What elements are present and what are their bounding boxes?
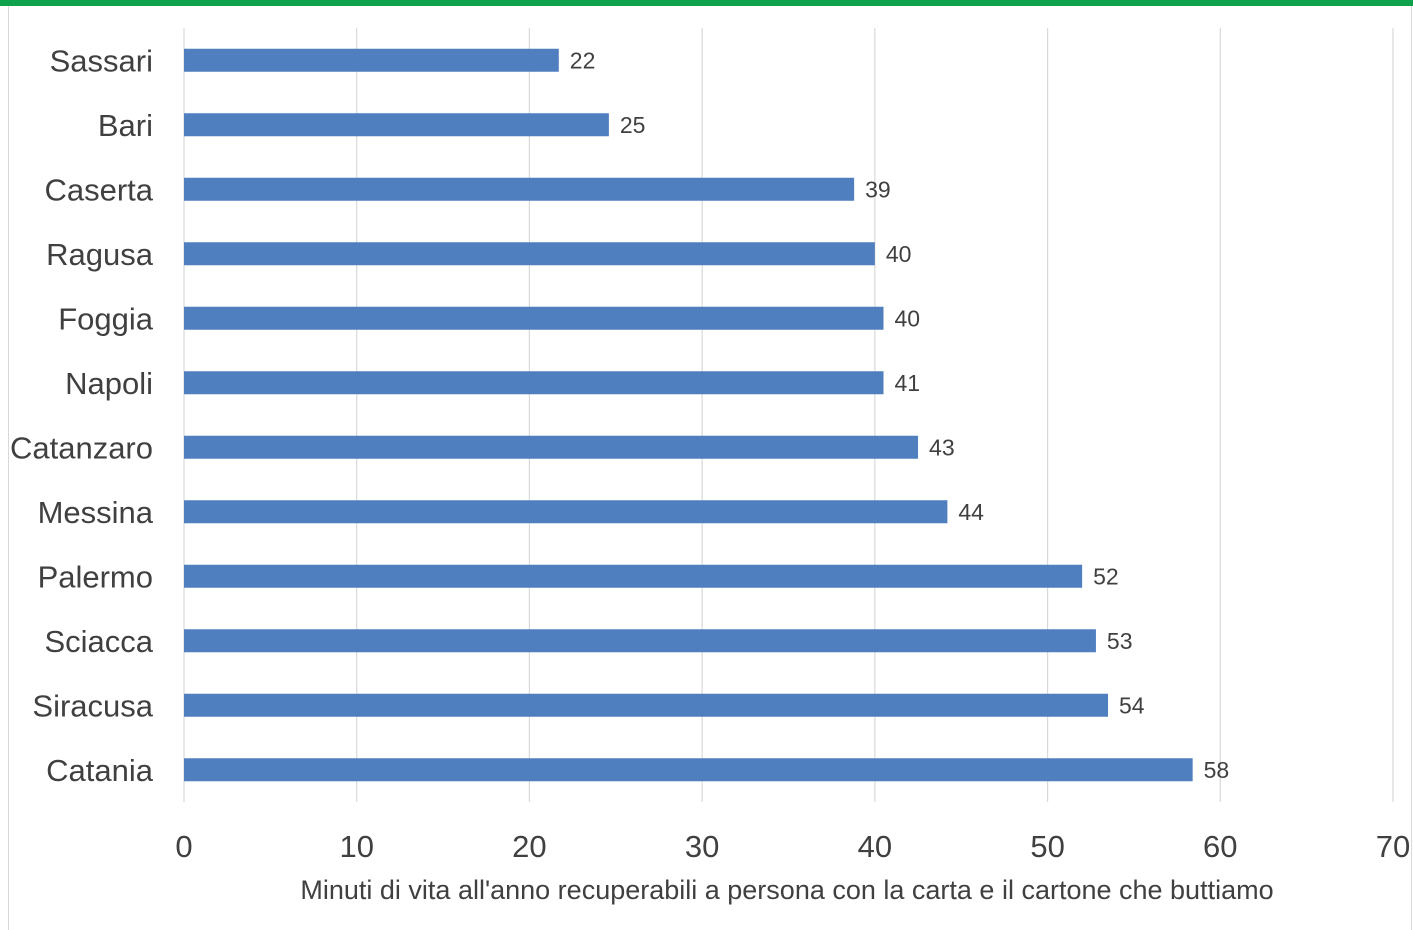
data-label: 22 (570, 47, 596, 73)
bar (184, 693, 1109, 717)
category-label: Ragusa (46, 237, 154, 272)
category-label: Sciacca (44, 624, 153, 659)
data-label: 40 (886, 241, 912, 267)
bar (184, 500, 948, 524)
x-tick-label: 20 (512, 829, 546, 864)
data-label: 52 (1093, 563, 1119, 589)
data-label: 44 (958, 499, 984, 525)
category-label: Catania (46, 753, 154, 788)
category-label: Bari (98, 108, 153, 143)
category-label: Napoli (65, 366, 153, 401)
bar (184, 435, 919, 459)
bars (184, 48, 1193, 782)
x-axis-title: Minuti di vita all'anno recuperabili a p… (300, 875, 1273, 905)
category-labels: Sassari Bari Caserta Ragusa Foggia Napoli Cata… (10, 43, 154, 788)
bar (184, 306, 884, 330)
category-label: Sassari (50, 43, 153, 78)
x-tick-label: 50 (1030, 829, 1064, 864)
data-label: 41 (894, 370, 920, 396)
bar (184, 758, 1193, 782)
category-label: Caserta (44, 172, 153, 207)
category-label: Foggia (58, 301, 154, 336)
x-tick-labels: 0 10 20 30 40 50 60 70 (175, 829, 1410, 864)
x-tick-label: 10 (339, 829, 373, 864)
category-label: Palermo (38, 559, 153, 594)
data-label: 54 (1119, 692, 1145, 718)
category-label: Catanzaro (10, 430, 153, 465)
category-label: Messina (38, 495, 154, 530)
bar (184, 564, 1083, 588)
bar (184, 113, 609, 137)
data-label: 40 (894, 305, 920, 331)
bar (184, 48, 559, 72)
data-label: 39 (865, 176, 891, 202)
chart-frame (8, 6, 1412, 930)
x-tick-label: 70 (1376, 829, 1410, 864)
bar (184, 177, 855, 201)
data-label: 53 (1107, 628, 1133, 654)
bar (184, 242, 875, 266)
x-tick-label: 60 (1203, 829, 1237, 864)
data-labels: 22 25 39 40 40 41 43 44 52 53 54 58 (570, 47, 1229, 783)
data-label: 58 (1204, 757, 1230, 783)
bar (184, 629, 1096, 653)
category-label: Siracusa (32, 688, 153, 723)
x-tick-label: 40 (858, 829, 892, 864)
x-tick-label: 30 (685, 829, 719, 864)
gridlines (183, 28, 1394, 802)
data-label: 25 (620, 112, 646, 138)
bar (184, 371, 884, 395)
data-label: 43 (929, 434, 955, 460)
x-tick-label: 0 (175, 829, 192, 864)
top-accent-bar (0, 0, 1413, 6)
